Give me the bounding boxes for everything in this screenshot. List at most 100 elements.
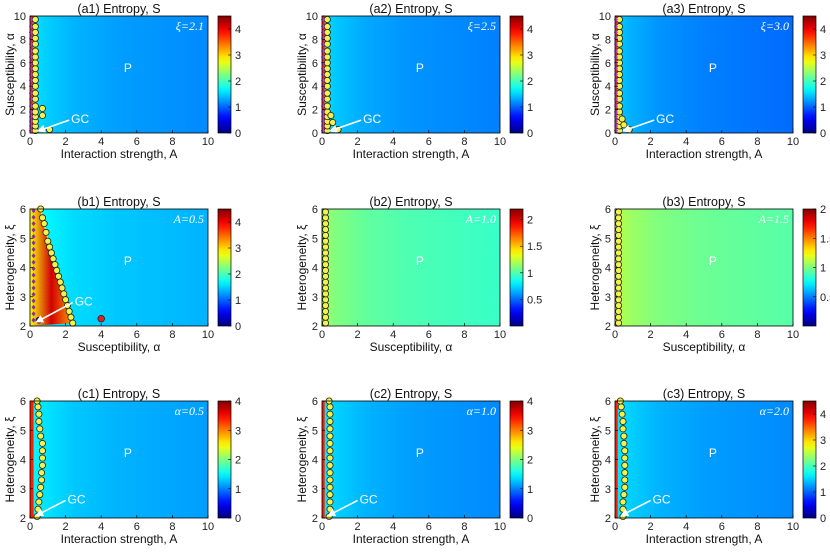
colorbar (802, 15, 817, 134)
boundary-marker (322, 231, 330, 239)
boundary-marker (31, 95, 39, 103)
phase-label-gc: GC (363, 112, 381, 126)
x-axis-label: Interaction strength, A (61, 532, 178, 546)
colorbar-tick-label: 2 (235, 76, 241, 88)
colorbar-tick-label: 0.5 (820, 292, 830, 304)
boundary-marker (615, 284, 623, 292)
boundary-marker (326, 461, 334, 469)
colorbar-tick-label: 3 (235, 243, 241, 255)
axes-frame (614, 15, 794, 134)
boundary-marker (31, 53, 39, 61)
parameter-label: α=0.5 (175, 404, 204, 418)
boundary-marker (323, 47, 331, 55)
y-tick-label: 6 (312, 396, 318, 408)
boundary-marker (323, 95, 331, 103)
phase-label-p: P (416, 61, 424, 75)
x-tick-label: 8 (461, 136, 467, 148)
x-axis-label: Interaction strength, A (353, 532, 470, 546)
spinodal-marker (31, 259, 36, 265)
boundary-marker (323, 16, 331, 24)
boundary-marker (31, 108, 39, 116)
x-tick-label: 10 (202, 329, 214, 341)
boundary-marker (40, 220, 48, 228)
boundary-marker (323, 82, 331, 90)
x-tick-label: 2 (63, 521, 69, 533)
spinodal-marker (31, 253, 36, 259)
colorbar-tick-label: 0 (820, 513, 826, 525)
heatmap-field (322, 16, 500, 133)
boundary-marker (618, 115, 626, 123)
boundary-marker (620, 432, 628, 440)
x-tick-label: 6 (426, 329, 432, 341)
colorbar-tick-label: 1 (235, 295, 241, 307)
boundary-marker (322, 255, 330, 263)
x-tick-label: 2 (355, 329, 361, 341)
spinodal-marker (31, 285, 36, 291)
x-tick-label: 6 (426, 521, 432, 533)
colorbar (217, 208, 232, 327)
boundary-marker (38, 111, 46, 119)
boundary-marker (326, 469, 334, 477)
colorbar-tick-label: 2 (527, 76, 533, 88)
colorbar-tick-label: 2 (235, 269, 241, 281)
boundary-marker (60, 290, 68, 298)
boundary-marker (31, 28, 39, 36)
x-tick-label: 4 (683, 329, 689, 341)
x-tick-label: 6 (134, 521, 140, 533)
colorbar-tick-label: 3 (235, 50, 241, 62)
boundary-marker (69, 319, 77, 327)
y-tick-label: 6 (605, 58, 611, 70)
boundary-marker (31, 89, 39, 97)
boundary-marker (615, 307, 623, 315)
x-tick-label: 0 (319, 136, 325, 148)
colorbar-tick-label: 4 (235, 24, 241, 36)
colorbar-tick-label: 1 (527, 484, 533, 496)
x-tick-label: 2 (355, 521, 361, 533)
boundary-marker (38, 454, 46, 462)
x-axis-label: Susceptibility, α (663, 340, 746, 354)
colorbar-tick-label: 1 (820, 487, 826, 499)
y-tick-label: 6 (312, 58, 318, 70)
x-tick-label: 4 (683, 136, 689, 148)
panel-title: (a1) Entropy, S (77, 2, 160, 16)
boundary-marker (38, 104, 46, 112)
boundary-marker (38, 476, 46, 484)
boundary-marker (615, 243, 623, 251)
phase-label-gc: GC (360, 492, 378, 506)
colorbar-tick-label: 1 (820, 263, 826, 275)
y-tick-label: 4 (20, 263, 26, 275)
x-axis-label: Susceptibility, α (78, 340, 161, 354)
x-tick-label: 8 (754, 521, 760, 533)
x-tick-label: 10 (494, 329, 506, 341)
colorbar (509, 15, 524, 134)
boundary-marker (62, 296, 70, 304)
boundary-marker (323, 71, 331, 79)
spinodal-marker (31, 311, 36, 317)
y-tick-label: 3 (605, 484, 611, 496)
phase-label-p: P (709, 254, 717, 268)
boundary-marker (322, 290, 330, 298)
colorbar-tick-label: 2 (527, 455, 533, 467)
parameter-label: α=1.0 (467, 404, 496, 418)
x-tick-label: 4 (683, 521, 689, 533)
colorbar-tick-label: 2 (820, 76, 826, 88)
y-axis-label: Susceptibility, α (295, 33, 309, 116)
boundary-marker (322, 313, 330, 321)
x-axis-label: Interaction strength, A (353, 147, 470, 161)
phase-label-gc: GC (75, 295, 93, 309)
boundary-marker (615, 313, 623, 321)
boundary-marker (322, 302, 330, 310)
panel-title: (a2) Entropy, S (369, 2, 452, 16)
boundary-marker (322, 266, 330, 274)
x-tick-label: 0 (319, 329, 325, 341)
boundary-marker (49, 255, 57, 263)
boundary-marker (53, 266, 61, 274)
panel-title: (a3) Entropy, S (662, 2, 745, 16)
boundary-marker (322, 249, 330, 257)
phase-label-p: P (416, 254, 424, 268)
boundary-marker (615, 214, 623, 222)
y-tick-label: 5 (20, 425, 26, 437)
spinodal-marker (31, 233, 36, 239)
